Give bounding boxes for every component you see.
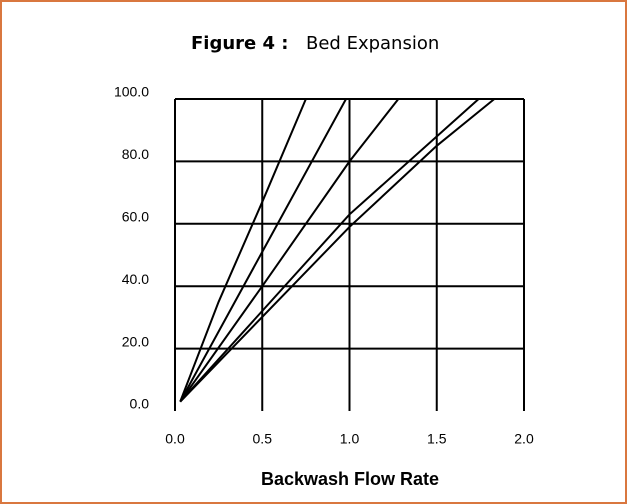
y-tick-label: 20.0 (122, 333, 149, 349)
y-tick-label: 0.0 (130, 396, 150, 412)
x-tick-label: 1.0 (340, 431, 360, 447)
x-tick-label: 2.0 (514, 431, 534, 447)
y-tick-label: 60.0 (122, 209, 149, 225)
y-tick-label: 100.0 (114, 84, 149, 100)
series-line (179, 98, 307, 402)
figure-label: Figure 4 : (191, 33, 289, 54)
y-tick-label: 80.0 (122, 146, 149, 162)
x-tick-label: 0.0 (165, 431, 185, 447)
series-line (179, 98, 480, 403)
x-tick-label: 0.5 (253, 431, 273, 447)
x-axis-label: Backwash Flow Rate (261, 469, 439, 489)
y-tick-label: 40.0 (122, 271, 149, 287)
series-line (179, 98, 347, 403)
series-line (179, 98, 495, 403)
x-tick-label: 1.5 (427, 431, 447, 447)
chart-title: Bed Expansion (306, 33, 439, 54)
series-line (179, 98, 400, 403)
